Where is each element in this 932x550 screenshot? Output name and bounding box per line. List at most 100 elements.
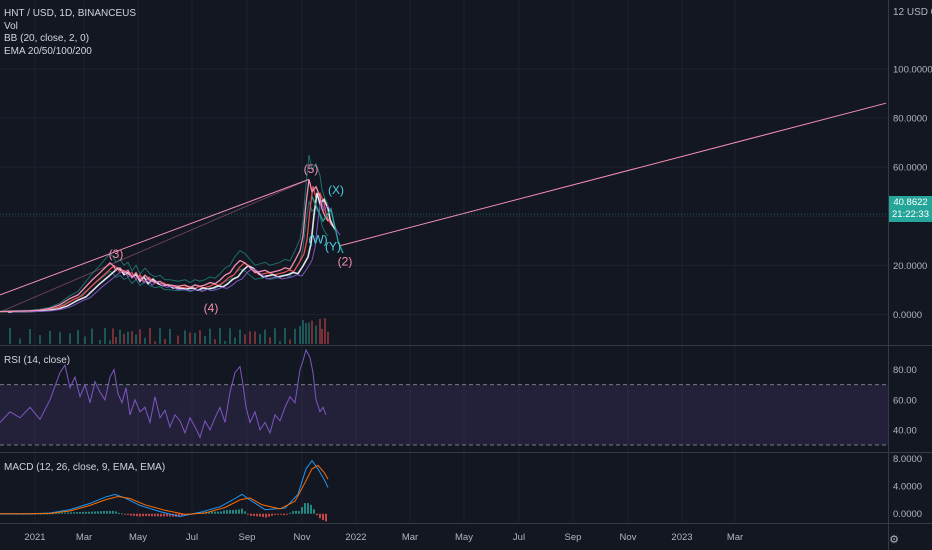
macd-histogram-bar — [91, 511, 93, 514]
macd-histogram-bar — [274, 513, 276, 515]
volume-bar — [131, 331, 133, 344]
macd-histogram-bar — [268, 513, 270, 517]
macd-histogram-bar — [70, 512, 72, 514]
volume-bar — [239, 329, 241, 344]
macd-histogram-bar — [283, 513, 285, 516]
time-tick-label: Mar — [76, 532, 92, 543]
rsi-tick-label: 60.00 — [893, 395, 917, 406]
macd-histogram-bar — [286, 513, 288, 515]
volume-bar — [177, 335, 179, 344]
macd-histogram-bar — [256, 513, 258, 517]
volume-bar — [209, 328, 211, 344]
macd-legend[interactable]: MACD (12, 26, close, 9, EMA, EMA) — [4, 462, 166, 473]
volume-bar — [194, 332, 196, 344]
volume-bar — [59, 332, 61, 344]
macd-histogram-bar — [28, 513, 30, 515]
volume-bar — [274, 328, 276, 344]
time-tick-label: May — [129, 532, 147, 543]
volume-bar — [244, 334, 246, 344]
volume-bar — [84, 336, 86, 344]
volume-bar — [264, 329, 266, 344]
macd-histogram-bar — [88, 511, 90, 514]
wave-label: (4) — [204, 301, 219, 315]
volume-bar — [184, 330, 186, 344]
macd-histogram-bar — [238, 509, 240, 514]
time-tick-label: 2022 — [345, 532, 366, 543]
macd-histogram-bar — [13, 513, 15, 515]
volume-bar — [159, 328, 161, 344]
volume-bar — [69, 333, 71, 344]
volume-bar — [234, 337, 236, 344]
trendline-projection — [339, 102, 887, 247]
macd-histogram-bar — [181, 513, 183, 516]
legend-ema[interactable]: EMA 20/50/100/200 — [4, 45, 92, 57]
volume-bar — [327, 331, 329, 344]
macd-histogram-bar — [241, 508, 243, 514]
time-tick-label: Jul — [186, 532, 198, 543]
chart-legend: HNT / USD, 1D, BINANCEUS Vol BB (20, clo… — [4, 8, 136, 58]
macd-histogram-bar — [169, 513, 171, 517]
symbol-title[interactable]: HNT / USD, 1D, BINANCEUS — [4, 8, 137, 19]
macd-histogram-bar — [259, 513, 261, 517]
time-tick-label: Sep — [239, 532, 256, 543]
time-tick-label: Mar — [727, 532, 743, 543]
volume-bar — [99, 339, 101, 344]
wave-label: (2) — [338, 254, 353, 268]
macd-histogram-bar — [160, 513, 162, 517]
volume-bar — [139, 329, 141, 344]
volume-bar — [29, 329, 31, 344]
macd-histogram-bar — [31, 513, 33, 515]
volume-bar — [324, 318, 326, 344]
macd-histogram-bar — [163, 513, 165, 517]
settings-gear-icon[interactable]: ⚙ — [889, 534, 899, 546]
macd-histogram-bar — [25, 513, 27, 515]
macd-tick-label: 4.0000 — [893, 482, 922, 493]
price-tick-label: 100.0000 — [893, 64, 932, 75]
legend-vol[interactable]: Vol — [4, 20, 18, 32]
macd-histogram-bar — [124, 513, 126, 515]
macd-histogram-bar — [34, 513, 36, 515]
macd-histogram-bar — [223, 510, 225, 514]
macd-histogram-bar — [145, 513, 147, 516]
legend-bb[interactable]: BB (20, close, 2, 0) — [4, 33, 90, 44]
macd-histogram-bar — [319, 513, 321, 519]
macd-histogram-bar — [301, 507, 303, 514]
time-tick-label: 2021 — [24, 532, 45, 543]
volume-bar — [123, 333, 125, 344]
macd-histogram-bar — [79, 511, 81, 514]
volume-bar — [115, 336, 117, 344]
volume-bar — [269, 337, 271, 344]
volume-bar — [315, 325, 317, 344]
macd-histogram-bar — [85, 511, 87, 514]
macd-line — [0, 459, 329, 518]
macd-histogram-bar — [229, 510, 231, 514]
macd-histogram-bar — [16, 513, 18, 515]
wave-label: (Y) — [325, 240, 341, 254]
macd-histogram-bar — [322, 513, 324, 521]
macd-histogram-bar — [166, 513, 168, 517]
macd-histogram-bar — [73, 512, 75, 514]
macd-histogram-bar — [121, 513, 123, 515]
macd-histogram-bar — [133, 513, 135, 516]
macd-histogram-bar — [106, 510, 108, 514]
macd-histogram-bar — [217, 511, 219, 514]
macd-histogram-bar — [265, 513, 267, 518]
volume-bar — [169, 328, 171, 344]
volume-bar — [109, 340, 111, 344]
price-tick-label: 0.0000 — [893, 310, 922, 321]
macd-histogram-bar — [112, 510, 114, 514]
volume-bar — [299, 326, 301, 344]
rsi-legend[interactable]: RSI (14, close) — [4, 355, 71, 366]
macd-histogram-bar — [58, 512, 60, 514]
volume-bar — [135, 334, 137, 344]
macd-histogram-bar — [22, 513, 24, 515]
wave-label: (X) — [328, 183, 344, 197]
macd-histogram-bar — [211, 511, 213, 514]
macd-histogram-bar — [148, 513, 150, 517]
axis-currency-label[interactable]: 12 USD 0 — [893, 7, 932, 18]
macd-histogram-bar — [289, 512, 291, 514]
volume-bar — [254, 331, 256, 344]
rsi-tick-label: 40.00 — [893, 425, 917, 436]
macd-histogram-bar — [214, 511, 216, 514]
